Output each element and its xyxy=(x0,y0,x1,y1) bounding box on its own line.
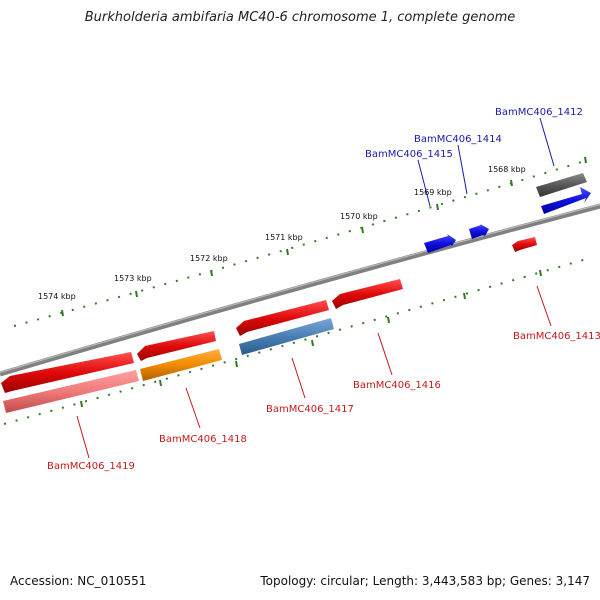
gene-label-1416[interactable]: BamMC406_1416 xyxy=(353,380,441,391)
tick-label: 1570 kbp xyxy=(340,212,378,221)
gene-label-1412[interactable]: BamMC406_1412 xyxy=(495,107,583,118)
gene-label-1414[interactable]: BamMC406_1414 xyxy=(414,134,502,145)
reverse-callouts xyxy=(76,285,552,459)
gene-label-1413[interactable]: BamMC406_1413 xyxy=(513,331,600,342)
outer-tick-row xyxy=(13,159,589,327)
forward-callouts xyxy=(417,117,555,207)
genome-backbone xyxy=(0,203,600,377)
gene-feature-1419[interactable] xyxy=(3,370,139,413)
gene-feature-1419-top[interactable] xyxy=(1,352,134,393)
tick-label: 1569 kbp xyxy=(414,188,452,197)
inner-tick-row xyxy=(3,257,591,425)
gene-label-1417[interactable]: BamMC406_1417 xyxy=(266,404,354,415)
accession-text: Accession: NC_010551 xyxy=(10,574,147,588)
gene-label-1419[interactable]: BamMC406_1419 xyxy=(47,461,135,472)
gene-feature-1417[interactable] xyxy=(239,318,334,355)
gene-feature-1415[interactable] xyxy=(424,234,456,253)
gene-feature-1416[interactable] xyxy=(332,279,403,309)
gene-feature-1418[interactable] xyxy=(140,349,222,381)
tick-label: 1574 kbp xyxy=(38,292,76,301)
gene-feature-1412[interactable] xyxy=(541,187,591,214)
gene-feature-1418-top[interactable] xyxy=(137,331,216,361)
outer-major-ticks xyxy=(61,156,587,317)
tick-label: 1572 kbp xyxy=(190,254,228,263)
gene-feature-1412-grey[interactable] xyxy=(536,173,587,197)
genome-backbone-highlight xyxy=(0,203,600,374)
inner-major-ticks xyxy=(80,269,542,408)
gene-label-1418[interactable]: BamMC406_1418 xyxy=(159,434,247,445)
tick-label: 1571 kbp xyxy=(265,233,303,242)
map-title: Burkholderia ambifaria MC40-6 chromosome… xyxy=(84,10,516,25)
genome-summary-text: Topology: circular; Length: 3,443,583 bp… xyxy=(260,574,590,588)
gene-feature-1414[interactable] xyxy=(469,224,489,239)
tick-label: 1568 kbp xyxy=(488,165,526,174)
gene-label-1415[interactable]: BamMC406_1415 xyxy=(365,149,453,160)
tick-label: 1573 kbp xyxy=(114,274,152,283)
gene-feature-1413[interactable] xyxy=(512,237,537,252)
gene-feature-1417-top[interactable] xyxy=(236,300,329,336)
